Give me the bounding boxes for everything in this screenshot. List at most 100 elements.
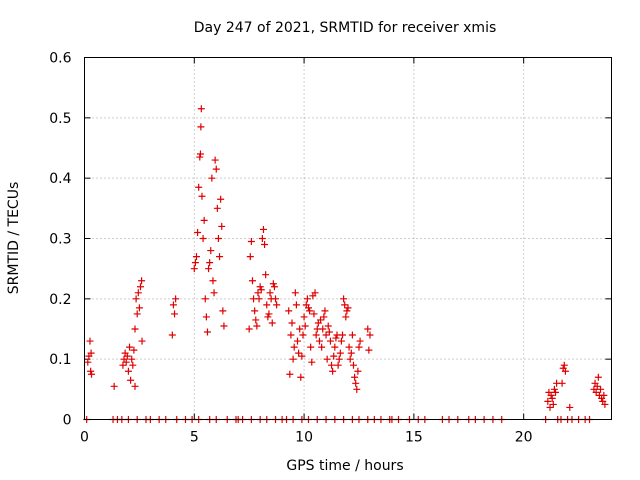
data-point [323,355,331,363]
data-point [349,361,357,369]
data-point [209,277,217,285]
data-point [218,222,226,230]
x-tick-label: 0 [80,430,89,446]
data-point [256,283,264,291]
data-point [592,388,600,396]
data-point [296,325,304,333]
y-tick-label: 0 [63,413,72,429]
data-point [566,403,574,411]
data-point [126,343,134,351]
data-point [340,295,348,303]
data-point [330,352,338,360]
data-point [272,295,280,303]
data-point [168,331,176,339]
data-point [210,289,218,297]
data-point [130,346,138,354]
data-point [306,307,314,315]
data-point [124,367,132,375]
data-point [321,307,329,315]
data-point [295,349,303,357]
data-point [290,343,298,351]
data-point [352,379,360,387]
data-point [264,313,272,321]
data-point [88,370,96,378]
data-point [332,334,340,342]
data-point [351,373,359,381]
data-point [195,183,203,191]
data-point [122,358,130,366]
data-point [251,307,259,315]
data-point [304,304,312,312]
data-point [219,307,227,315]
data-point [558,379,566,387]
chart-title: Day 247 of 2021, SRMTID for receiver xmi… [194,20,497,36]
data-point [307,343,315,351]
data-point [547,391,555,399]
plot-frame [84,57,612,420]
data-point [136,283,144,291]
data-point [343,307,351,315]
data-point [299,331,307,339]
data-point [134,289,142,297]
data-point [262,271,270,279]
data-point [322,331,330,339]
data-point [329,367,337,375]
data-point [347,349,355,357]
data-point [324,322,332,330]
data-point [301,322,309,330]
data-points [83,105,609,423]
data-point [317,316,325,324]
data-point [365,346,373,354]
data-point [269,280,277,288]
data-point [123,352,131,360]
data-point [594,373,602,381]
y-tick-label: 0.5 [49,111,71,127]
data-point [172,295,180,303]
data-point [289,355,297,363]
data-point [334,361,342,369]
data-point [119,361,127,369]
data-point [265,310,273,318]
y-tick-label: 0.3 [49,232,71,248]
data-point [328,361,336,369]
y-tick-label: 0.1 [49,352,71,368]
data-point [131,325,139,333]
data-point [214,235,222,242]
data-point [326,337,334,345]
data-point [268,319,276,327]
data-point [208,174,216,182]
data-point [293,337,301,345]
data-point [550,385,558,393]
data-point [196,150,204,158]
data-point [549,400,557,408]
data-point [288,319,296,327]
y-tick-label: 0.2 [49,292,71,308]
data-point [318,343,326,351]
data-point [254,289,262,297]
y-axis-label: SRMTID / TECUs [6,182,22,295]
data-point [131,382,139,390]
data-point [292,301,300,309]
data-point [171,310,179,318]
data-point [138,277,146,285]
data-point [266,289,274,297]
data-point [86,337,94,345]
data-point [203,328,211,336]
data-point [202,313,210,321]
y-axis-ticks: 0 0.1 0.2 0.3 0.4 0.5 0.6 [49,51,612,429]
data-point [344,304,352,312]
data-point [336,349,344,357]
data-point [298,352,306,360]
data-point [335,355,343,363]
data-point [261,241,269,249]
data-point [319,325,327,333]
data-point [197,123,205,131]
x-tick-label: 10 [295,430,313,446]
data-point [87,367,95,375]
data-point [255,295,263,303]
data-point [258,235,266,242]
data-point [194,228,202,236]
data-point [597,385,605,393]
data-point [270,283,278,291]
